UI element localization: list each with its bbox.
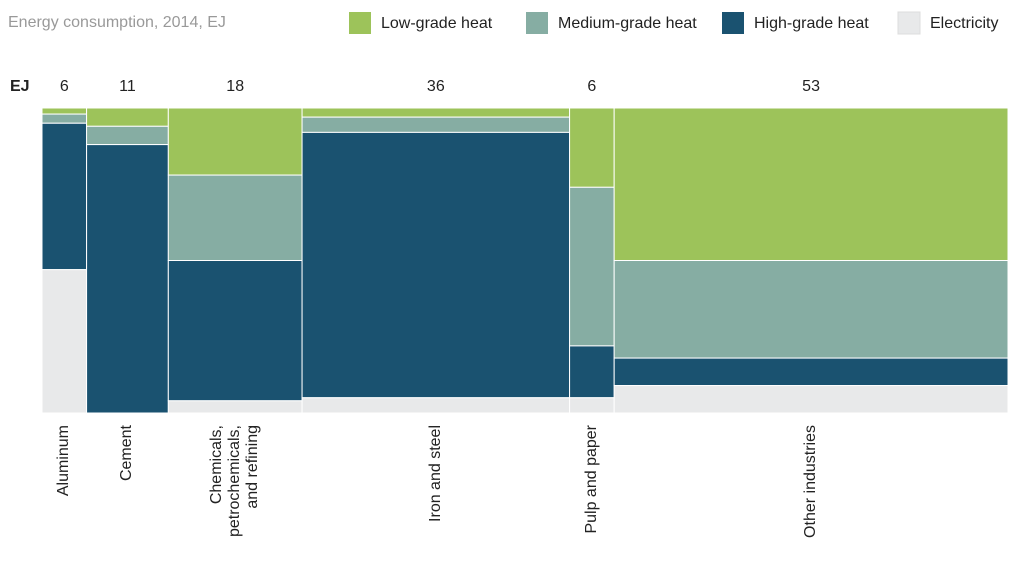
segment xyxy=(613,107,1009,261)
segment xyxy=(167,107,303,176)
segment xyxy=(41,122,88,271)
segment xyxy=(613,385,1009,414)
width-axis-label: EJ xyxy=(10,78,30,95)
segment xyxy=(301,131,571,399)
legend-swatch xyxy=(722,12,744,34)
category-label: Chemicals, petrochemicals, and refining xyxy=(208,425,262,538)
segment xyxy=(86,125,169,146)
segment xyxy=(167,174,303,262)
column-total: 6 xyxy=(59,78,69,95)
column-total: 6 xyxy=(587,78,597,95)
column-total: 53 xyxy=(802,78,820,95)
chart-title: Energy consumption, 2014, EJ xyxy=(8,14,226,31)
column-total: 18 xyxy=(226,78,245,95)
segment xyxy=(613,357,1009,387)
column-total: 36 xyxy=(426,78,445,95)
category-label: Iron and steel xyxy=(426,425,444,522)
column-total: 11 xyxy=(119,78,136,95)
segment xyxy=(167,400,303,414)
segment xyxy=(569,345,615,399)
segment xyxy=(613,260,1009,359)
category-label: Pulp and paper xyxy=(582,425,600,534)
segment xyxy=(301,107,571,118)
legend-label: Electricity xyxy=(930,15,999,32)
segment xyxy=(167,260,303,402)
segment xyxy=(569,107,615,188)
segment xyxy=(41,107,88,115)
segment xyxy=(86,107,169,127)
category-label: Other industries xyxy=(802,425,820,538)
segment xyxy=(86,144,169,414)
legend-label: Low-grade heat xyxy=(381,15,493,32)
legend-swatch xyxy=(897,11,921,35)
category-label: Aluminum xyxy=(55,425,73,497)
segment xyxy=(301,397,571,414)
segment xyxy=(41,113,88,124)
legend-swatch xyxy=(526,12,548,34)
segment xyxy=(41,269,88,414)
segment xyxy=(569,186,615,347)
segment xyxy=(301,116,571,133)
legend-label: High-grade heat xyxy=(754,15,869,32)
legend-swatch xyxy=(349,12,371,34)
segment xyxy=(569,397,615,414)
legend-label: Medium-grade heat xyxy=(558,15,697,32)
category-label: Cement xyxy=(118,425,136,482)
